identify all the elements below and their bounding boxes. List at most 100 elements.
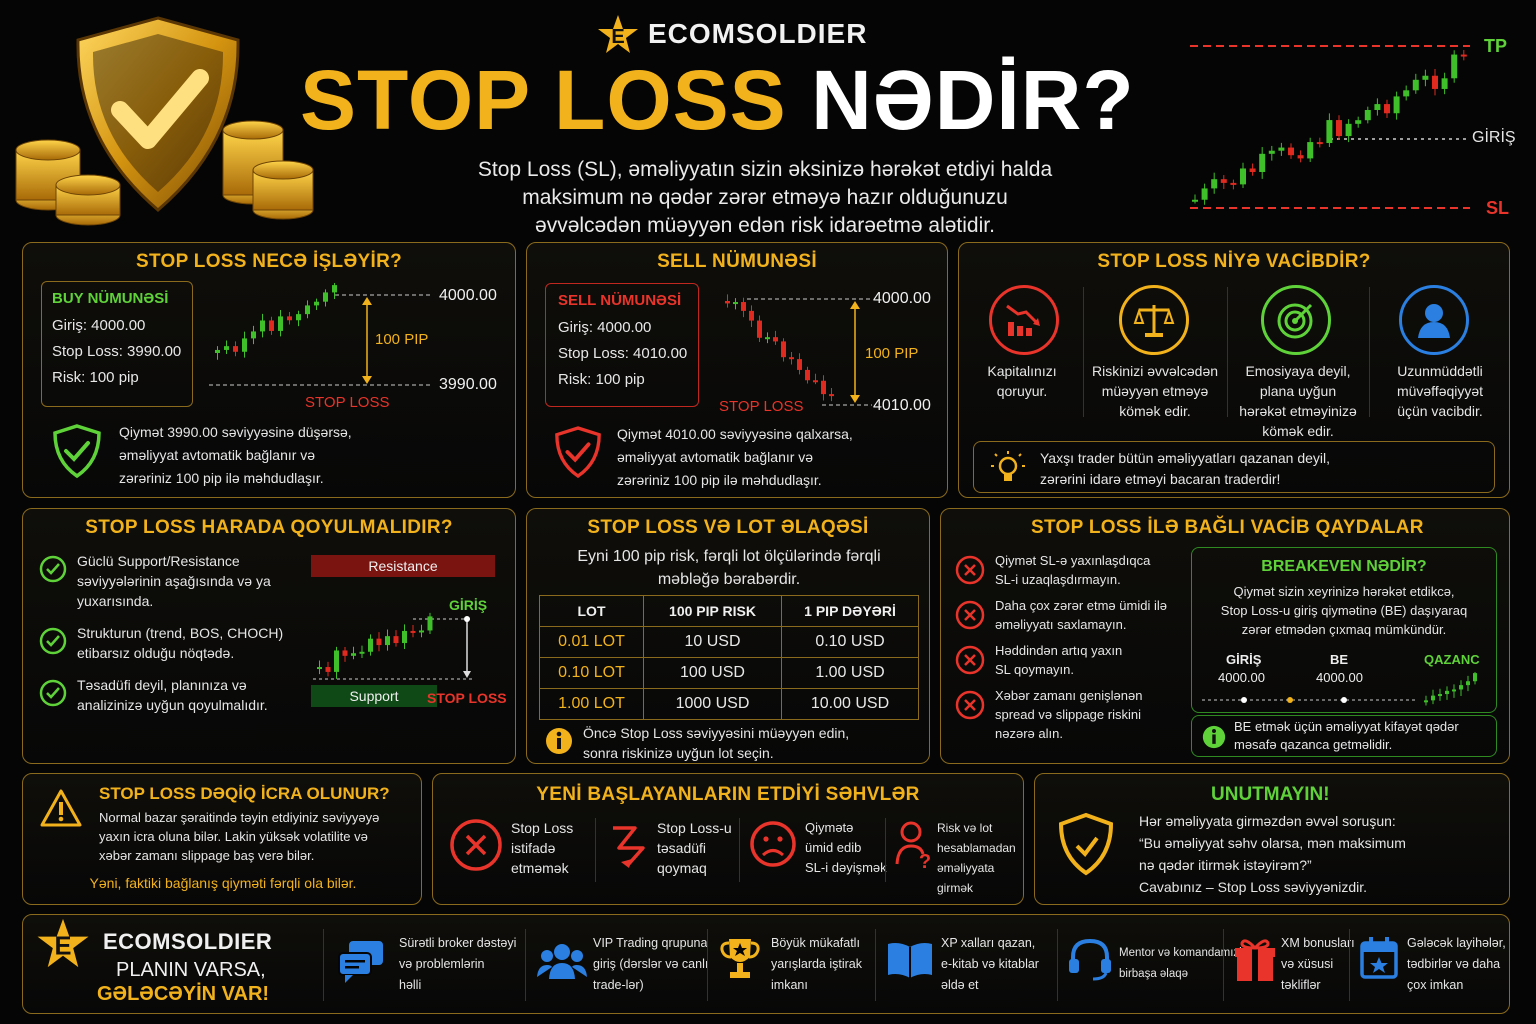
col-header: 1 PIP DƏYƏRİ xyxy=(781,595,919,627)
footer-line: Böyük mükafatlı xyxy=(771,936,860,950)
note-line: Öncə Stop Loss səviyyəsini müəyyən edin, xyxy=(583,725,850,741)
divider xyxy=(1369,287,1370,417)
where-line: Strukturun (trend, BOS, CHOCH) xyxy=(77,625,284,641)
exec-text: Normal bazar şəraitində təyin etdiyiniz … xyxy=(99,808,419,865)
be-entry-label: GİRİŞ xyxy=(1226,652,1262,667)
buy-example-box: BUY NÜMUNƏSİ Giriş: 4000.00 Stop Loss: 3… xyxy=(41,281,193,407)
note-line: sonra riskinizə uyğun lot seçin. xyxy=(583,745,774,761)
divider xyxy=(323,929,324,1001)
footer-line: həlli xyxy=(399,978,422,992)
why-item-2: Riskinizi əvvəlcədən müəyyən etməyə kömək … xyxy=(1083,361,1227,421)
why-line: qoruyur. xyxy=(996,383,1048,399)
pip-value-cell: 1.00 USD xyxy=(781,657,919,689)
footer-line: trade-lər) xyxy=(593,978,644,992)
book-icon xyxy=(888,943,932,978)
be-label: BE xyxy=(1330,652,1349,667)
candle-body xyxy=(1412,79,1419,91)
candle-body xyxy=(1307,142,1314,159)
rule-line: nəzərə alın. xyxy=(995,726,1063,741)
be-line: zərər etmədən çıxmaq mümkündür. xyxy=(1241,622,1447,637)
buy-stoploss: Stop Loss: 3990.00 xyxy=(52,343,182,360)
x-circle-icon xyxy=(955,690,985,720)
why-panel: STOP LOSS NİYƏ VACİBDİR? Kapitalınızı qor… xyxy=(958,242,1510,498)
candle-body xyxy=(233,346,238,352)
mistake-line: etməmək xyxy=(511,860,569,876)
footer-line: VIP Trading qrupuna xyxy=(593,936,708,950)
candle-body xyxy=(797,359,802,370)
star-logo-icon: E xyxy=(37,918,89,968)
candle-body xyxy=(1230,182,1237,185)
footer-brand: ECOMSOLDIER xyxy=(103,929,273,954)
exec-title: STOP LOSS DƏQİQ İCRA OLUNUR? xyxy=(99,784,390,803)
divider xyxy=(885,818,886,882)
mistake-line: qoymaq xyxy=(657,860,707,876)
svg-text:E: E xyxy=(611,26,624,48)
candle-body xyxy=(215,349,220,353)
divider xyxy=(1057,929,1058,1001)
mistake-line: təsadüfi xyxy=(657,840,707,856)
candle-body xyxy=(1268,150,1275,154)
candle-body xyxy=(1288,147,1294,156)
candle-body xyxy=(314,301,319,306)
check-circle-icon xyxy=(39,555,67,583)
candle-body xyxy=(1384,104,1390,114)
candle-body xyxy=(296,314,301,321)
divider xyxy=(525,929,526,1001)
breakeven-box: BREAKEVEN NƏDİR? Qiymət sizin xeyrinizə … xyxy=(1191,547,1497,713)
tip-line: Yaxşı trader bütün əməliyyatları qazanan… xyxy=(1040,450,1331,466)
zigzag-arrow-icon xyxy=(613,826,645,868)
hero-candlestick-chart xyxy=(1190,45,1470,209)
shield-check-icon xyxy=(53,424,101,479)
rule-text: Həddindən artıq yaxın SL qoymayın. xyxy=(995,641,1122,679)
footer-slogan-2: GƏLƏCƏYİN VAR! xyxy=(97,983,270,1005)
why-line: Emosiyaya deyil, xyxy=(1245,363,1351,379)
remember-line: Cavabınız – Stop Loss səviyyənizdir. xyxy=(1139,879,1368,895)
candle-body xyxy=(1438,694,1442,697)
mistake-line: Stop Loss-u xyxy=(657,820,732,836)
where-line: yuxarısında. xyxy=(77,593,154,609)
candle-body xyxy=(1211,179,1218,189)
be-note-line: BE etmək üçün əməliyyat kifayət qədər xyxy=(1234,719,1459,734)
candle-body xyxy=(1192,199,1198,202)
how-title: STOP LOSS NECƏ İŞLƏYİR? xyxy=(135,251,403,272)
svg-text:E: E xyxy=(55,932,72,960)
candle-body xyxy=(805,369,810,381)
be-value: 4000.00 xyxy=(1316,670,1363,685)
candle-body xyxy=(410,630,416,633)
where-item: Strukturun (trend, BOS, CHOCH) etibarsız … xyxy=(39,623,319,663)
rule-item: Həddindən artıq yaxın SL qoymayın. xyxy=(955,641,1185,679)
where-sl-label: STOP LOSS xyxy=(427,690,507,706)
candle-body xyxy=(821,380,826,395)
divider xyxy=(1227,287,1228,417)
divider xyxy=(1083,287,1084,417)
x-circle-icon xyxy=(450,819,502,871)
info-icon xyxy=(1202,725,1226,749)
why-line: Kapitalınızı xyxy=(987,363,1057,379)
candle-body xyxy=(1259,153,1266,172)
buy-entry: Giriş: 4000.00 xyxy=(52,317,146,334)
intro-line: Stop Loss (SL), əməliyyatın sizin əksini… xyxy=(477,158,1053,181)
footer-line: giriş (dərslər və canlı xyxy=(593,957,709,971)
be-entry-value: 4000.00 xyxy=(1218,670,1265,685)
sell-chart xyxy=(725,294,872,406)
lot-table: LOT 100 PIP RISK 1 PIP DƏYƏRİ 0.01 LOT 1… xyxy=(539,595,919,720)
candle-body xyxy=(1451,54,1458,79)
headset-icon xyxy=(1069,938,1111,981)
buy-pip: 100 PIP xyxy=(375,331,429,348)
candle-body xyxy=(749,310,754,321)
candle-body xyxy=(1445,690,1449,695)
footer-line: əldə et xyxy=(941,978,979,992)
where-item: Təsadüfi deyil, planınıza və analizinizə … xyxy=(39,675,319,715)
candle-body xyxy=(765,337,770,340)
user-icon xyxy=(1399,285,1469,355)
candle-body xyxy=(1297,155,1304,159)
footer-line: təkliflər xyxy=(1281,978,1321,992)
mistake-item-2: Stop Loss-u təsadüfi qoymaq xyxy=(657,818,732,878)
why-line: hərəkət etməyinizə xyxy=(1239,403,1357,419)
candle-body xyxy=(733,302,738,305)
remember-text: Hər əməliyyata girməzdən əvvəl soruşun: “… xyxy=(1139,810,1499,898)
sell-top-price: 4000.00 xyxy=(873,290,931,307)
candle-body xyxy=(773,337,778,342)
col-header: LOT xyxy=(539,595,644,627)
why-item-3: Emosiyaya deyil, plana uyğun hərəkət etməy… xyxy=(1227,361,1369,441)
